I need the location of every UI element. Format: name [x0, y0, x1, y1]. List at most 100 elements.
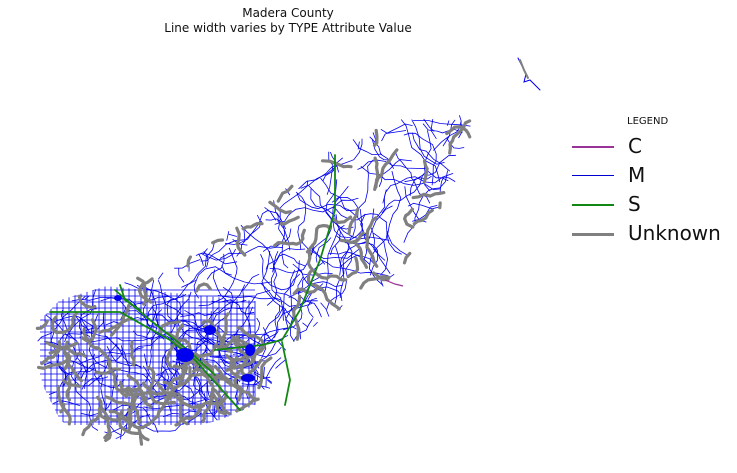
road-segment	[146, 365, 156, 395]
road-segment	[176, 392, 184, 423]
road-segment	[193, 266, 232, 299]
road-segment	[174, 403, 202, 427]
road-segment	[206, 253, 225, 280]
road-segment	[335, 245, 345, 299]
road-segment	[142, 285, 158, 337]
road-segment	[320, 177, 356, 216]
road-segment	[331, 215, 353, 225]
road-segment	[216, 334, 240, 350]
road-segment	[175, 329, 209, 380]
road-segment	[50, 311, 79, 335]
road-segment	[359, 274, 391, 290]
road-segment	[333, 235, 353, 307]
road-segment	[296, 193, 359, 212]
road-segment	[214, 374, 233, 388]
road-segment	[48, 346, 87, 358]
state-route	[119, 284, 141, 311]
road-segment	[162, 406, 223, 418]
road-segment	[77, 294, 97, 310]
road-segment	[195, 282, 212, 293]
urban-road-clusters	[114, 295, 255, 382]
north-tip-roads	[517, 57, 541, 91]
road-segment	[59, 402, 66, 414]
state-route	[49, 311, 241, 411]
road-segment	[126, 386, 148, 401]
road-segment	[195, 252, 238, 265]
road-segment	[260, 254, 300, 291]
road-segment	[136, 276, 148, 306]
road-segment	[321, 159, 353, 169]
road-segment	[308, 185, 354, 230]
unknown-type-roads	[35, 119, 472, 446]
road-segment	[433, 115, 462, 151]
road-segment	[378, 159, 412, 187]
legend-swatch-c	[572, 146, 614, 148]
road-segment	[412, 132, 451, 172]
road-segment	[368, 230, 388, 286]
road-segment	[354, 241, 369, 269]
urban-cluster	[245, 344, 255, 356]
road-segment	[262, 327, 287, 351]
road-segment	[203, 251, 209, 268]
road-segment	[226, 231, 230, 241]
road-segment	[381, 123, 413, 142]
road-segment	[322, 157, 344, 182]
road-segment	[272, 253, 306, 273]
legend-swatch-m	[572, 175, 614, 176]
road-segment	[201, 392, 214, 424]
road-segment	[142, 381, 176, 406]
road-segment	[200, 220, 262, 262]
state-route	[281, 341, 291, 406]
road-segment	[275, 358, 287, 369]
road-segment	[315, 237, 332, 263]
road-segment	[257, 356, 273, 390]
road-segment	[302, 322, 309, 328]
urban-cluster	[241, 374, 255, 382]
road-segment	[403, 170, 448, 243]
road-segment	[335, 214, 390, 241]
legend-swatch-s	[572, 204, 614, 206]
road-segment	[40, 340, 62, 366]
road-segment	[313, 321, 318, 327]
road-segment	[422, 123, 463, 134]
road-segment	[186, 255, 192, 268]
road-segment	[198, 253, 204, 266]
road-segment	[165, 338, 192, 369]
road-segment	[261, 250, 297, 330]
road-segment	[273, 228, 306, 248]
road-segment	[63, 351, 72, 371]
road-segment	[215, 390, 228, 409]
road-segment	[211, 238, 225, 245]
road-segment	[360, 213, 391, 274]
road-segment	[182, 323, 235, 366]
road-segment	[233, 369, 259, 401]
road-segment	[45, 314, 80, 361]
state-route	[214, 154, 336, 351]
road-segment	[132, 389, 142, 425]
road-segment	[404, 175, 432, 183]
legend-label-unknown: Unknown	[628, 221, 721, 245]
road-segment	[241, 221, 264, 231]
road-segment	[157, 272, 164, 280]
road-segment	[158, 320, 181, 335]
road-segment	[385, 222, 402, 255]
road-segment	[306, 270, 341, 311]
road-segment	[178, 267, 185, 283]
road-segment	[268, 200, 293, 215]
road-segment	[170, 365, 192, 397]
road-segment	[267, 379, 272, 385]
road-segment	[306, 250, 348, 282]
road-segment	[448, 119, 472, 155]
road-segment	[96, 395, 124, 422]
road-segment	[82, 350, 89, 389]
road-segment	[255, 384, 271, 389]
road-segment	[181, 240, 216, 288]
road-segment	[130, 340, 136, 367]
road-segment	[339, 231, 365, 245]
road-segment	[403, 207, 415, 229]
road-segment	[81, 407, 102, 437]
road-segment	[242, 273, 260, 302]
road-segment	[426, 170, 449, 182]
road-segment	[292, 294, 302, 341]
road-segment	[338, 228, 353, 278]
